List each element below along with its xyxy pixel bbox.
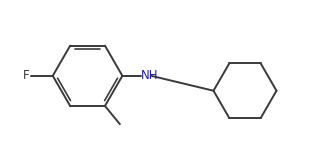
Text: F: F — [23, 69, 30, 82]
Text: NH: NH — [141, 69, 159, 82]
